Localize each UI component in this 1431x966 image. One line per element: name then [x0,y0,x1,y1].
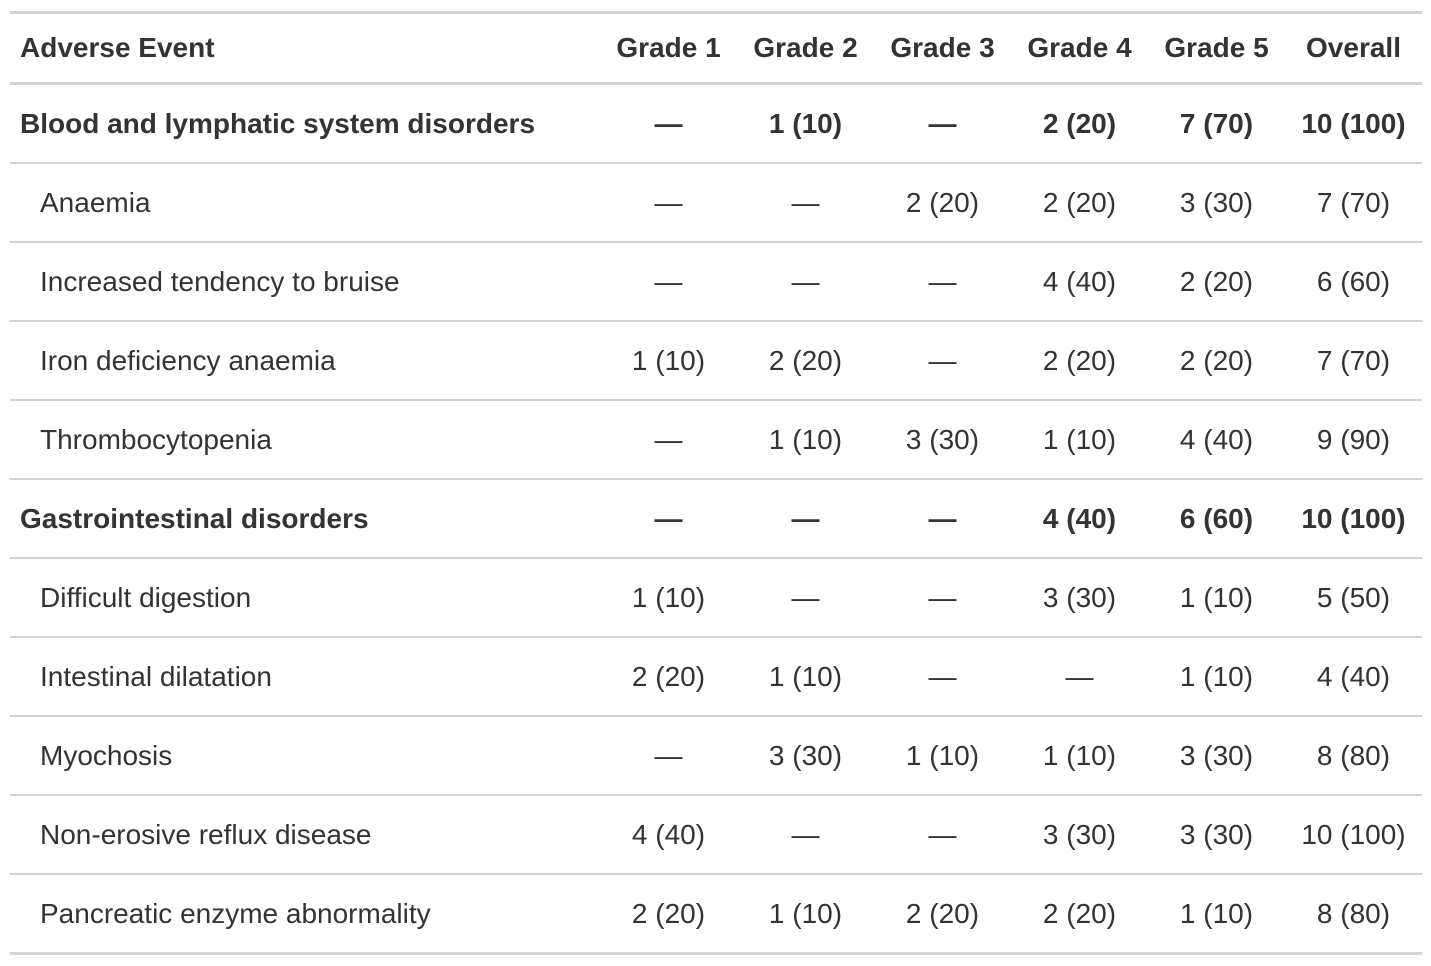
cell: 1 (10) [874,715,1011,795]
event-label: Intestinal dilatation [10,636,600,716]
cell: 7 (70) [1285,320,1422,400]
cell: 7 (70) [1148,82,1285,163]
cell: 3 (30) [1011,794,1148,874]
cell: — [600,241,737,321]
event-label: Non-erosive reflux disease [10,794,600,874]
event-row: Anaemia — —2 (20) 2 (20) 3 (30) 7 (70) [10,162,1422,242]
adverse-event-table: Adverse Event Grade 1 Grade 2 Grade 3 Grade … [10,11,1422,955]
cell: 6 (60) [1148,478,1285,558]
cell: — [737,241,874,321]
cell: 1 (10) [1011,399,1148,479]
column-header: Adverse Event [10,12,600,85]
column-header: Grade 3 [874,12,1011,85]
event-label: Difficult digestion [10,557,600,637]
cell: — [874,241,1011,321]
cell: 1 (10) [600,320,737,400]
cell: 3 (30) [1148,715,1285,795]
column-header: Grade 2 [737,12,874,85]
cell: 2 (20) [1011,873,1148,954]
cell: 1 (10) [737,636,874,716]
cell: 2 (20) [1011,320,1148,400]
event-label: Pancreatic enzyme abnormality [10,873,600,954]
header-row: Adverse Event Grade 1 Grade 2 Grade 3 Grade … [10,12,1422,85]
cell: 10 (100) [1285,82,1422,163]
cell: 5 (50) [1285,557,1422,637]
event-row: Intestinal dilatation 2 (20) 1 (10) — —1 (10… [10,636,1422,716]
event-row: Iron deficiency anaemia 1 (10) 2 (20) —2 (2… [10,320,1422,400]
cell: 7 (70) [1285,162,1422,242]
cell: 2 (20) [874,873,1011,954]
event-row: Myochosis —3 (30) 1 (10) 1 (10) 3 (30) 8 (80) [10,715,1422,795]
cell: 2 (20) [737,320,874,400]
cell: — [874,557,1011,637]
cell: 3 (30) [874,399,1011,479]
cell: 1 (10) [1011,715,1148,795]
cell: — [1011,636,1148,716]
cell: 1 (10) [1148,557,1285,637]
cell: 1 (10) [737,82,874,163]
cell: 8 (80) [1285,715,1422,795]
event-label: Increased tendency to bruise [10,241,600,321]
cell: 2 (20) [600,873,737,954]
cell: — [737,162,874,242]
cell: — [874,82,1011,163]
group-label: Gastrointestinal disorders [10,478,600,558]
cell: — [600,715,737,795]
cell: — [874,320,1011,400]
column-header: Grade 5 [1148,12,1285,85]
event-label: Iron deficiency anaemia [10,320,600,400]
group-label: Blood and lymphatic system disorders [10,82,600,163]
cell: 2 (20) [1148,241,1285,321]
cell: 9 (90) [1285,399,1422,479]
cell: — [600,478,737,558]
cell: — [737,478,874,558]
event-row: Difficult digestion 1 (10) — —3 (30) 1 (10) 5… [10,557,1422,637]
cell: 2 (20) [1011,82,1148,163]
cell: 8 (80) [1285,873,1422,954]
cell: — [874,478,1011,558]
group-row: Gastrointestinal disorders — — —4 (40) 6 (60… [10,478,1422,558]
event-label: Myochosis [10,715,600,795]
column-header: Grade 1 [600,12,737,85]
cell: 2 (20) [1148,320,1285,400]
cell: 4 (40) [1011,478,1148,558]
cell: 3 (30) [1011,557,1148,637]
column-header: Overall [1285,12,1422,85]
cell: — [600,82,737,163]
cell: 4 (40) [600,794,737,874]
cell: 4 (40) [1285,636,1422,716]
cell: 4 (40) [1011,241,1148,321]
cell: 2 (20) [600,636,737,716]
event-row: Thrombocytopenia —1 (10) 3 (30) 1 (10) 4 (40… [10,399,1422,479]
cell: 4 (40) [1148,399,1285,479]
cell: 10 (100) [1285,478,1422,558]
cell: 10 (100) [1285,794,1422,874]
event-label: Thrombocytopenia [10,399,600,479]
event-label: Anaemia [10,162,600,242]
cell: — [737,557,874,637]
cell: — [874,794,1011,874]
cell: 2 (20) [1011,162,1148,242]
cell: 1 (10) [737,399,874,479]
cell: 1 (10) [1148,636,1285,716]
cell: 6 (60) [1285,241,1422,321]
cell: 3 (30) [1148,794,1285,874]
cell: 2 (20) [874,162,1011,242]
group-row: Blood and lymphatic system disorders —1 (… [10,82,1422,163]
cell: — [600,162,737,242]
cell: 3 (30) [737,715,874,795]
cell: 3 (30) [1148,162,1285,242]
event-row: Pancreatic enzyme abnormality 2 (20) 1 (10… [10,873,1422,954]
cell: 1 (10) [737,873,874,954]
column-header: Grade 4 [1011,12,1148,85]
cell: 1 (10) [1148,873,1285,954]
cell: — [874,636,1011,716]
event-row: Increased tendency to bruise — — —4 (40) 2 (… [10,241,1422,321]
cell: 1 (10) [600,557,737,637]
cell: — [737,794,874,874]
cell: — [600,399,737,479]
event-row: Non-erosive reflux disease 4 (40) — —3 (30)… [10,794,1422,874]
